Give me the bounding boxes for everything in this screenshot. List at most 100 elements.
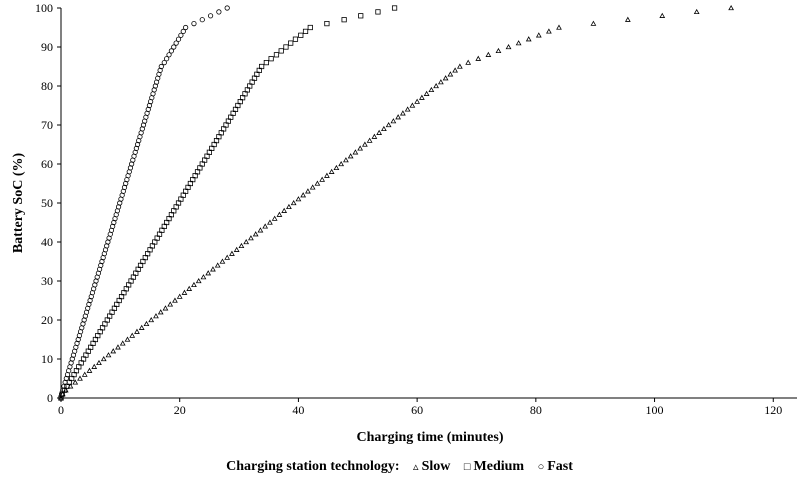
point-triangle	[134, 328, 140, 334]
y-axis-label: Battery SoC (%)	[11, 153, 26, 254]
point-circle	[158, 63, 164, 70]
point-triangle	[535, 32, 542, 38]
point-triangle	[475, 55, 482, 61]
series-layer	[58, 4, 734, 401]
y-tick-label: 60	[41, 157, 53, 171]
y-tick-label: 100	[35, 1, 53, 15]
series-medium	[58, 5, 398, 401]
point-triangle	[210, 266, 216, 272]
point-triangle	[191, 281, 197, 288]
point-triangle	[91, 363, 98, 369]
point-triangle	[659, 12, 666, 18]
point-triangle	[243, 238, 250, 245]
point-triangle	[281, 207, 288, 213]
point-square	[307, 24, 313, 31]
point-triangle	[452, 67, 458, 73]
point-square	[273, 52, 280, 58]
point-circle	[207, 13, 214, 19]
x-tick-label: 100	[646, 403, 664, 417]
point-triangle	[176, 293, 183, 299]
x-axis-label: Charging time (minutes)	[357, 430, 504, 445]
square-marker-icon: □	[463, 461, 471, 473]
point-square	[283, 44, 289, 50]
point-triangle	[271, 215, 278, 221]
point-triangle	[515, 40, 522, 46]
point-triangle	[423, 90, 430, 96]
point-triangle	[186, 285, 193, 291]
point-triangle	[195, 277, 202, 284]
point-square	[288, 40, 294, 46]
point-triangle	[395, 114, 402, 120]
point-circle	[173, 40, 179, 46]
point-triangle	[418, 94, 425, 100]
y-tick-label: 90	[41, 40, 53, 54]
point-triangle	[409, 102, 416, 108]
point-square	[375, 9, 381, 15]
legend-label-fast: Fast	[547, 459, 573, 474]
point-triangle	[181, 289, 188, 295]
point-triangle	[205, 270, 212, 276]
point-square	[268, 56, 274, 62]
point-square	[324, 20, 330, 27]
point-triangle	[248, 235, 254, 241]
point-triangle	[447, 71, 454, 77]
x-tick-label: 120	[764, 403, 782, 417]
point-triangle	[590, 20, 597, 26]
point-triangle	[314, 180, 321, 186]
point-square	[391, 5, 398, 11]
point-circle	[216, 9, 222, 15]
point-triangle	[343, 157, 349, 163]
point-triangle	[105, 352, 112, 358]
point-circle	[191, 20, 197, 27]
point-circle	[175, 36, 182, 42]
axes: 0 20 40 60 80 100 120 0 10 20 30 40 50 60 70 80 90 100	[35, 1, 797, 417]
point-triangle	[96, 359, 102, 366]
point-triangle	[404, 106, 411, 112]
point-triangle	[129, 332, 136, 338]
point-triangle	[100, 355, 107, 362]
point-triangle	[428, 86, 435, 93]
point-triangle	[157, 309, 164, 315]
point-triangle	[148, 316, 155, 323]
y-tick-label: 80	[41, 79, 53, 93]
point-square	[298, 32, 304, 38]
point-triangle	[328, 168, 335, 174]
point-triangle	[153, 313, 159, 319]
series-fast	[58, 5, 230, 401]
legend-item-slow: ▵ Slow	[413, 459, 450, 475]
point-triangle	[456, 63, 463, 69]
point-triangle	[437, 79, 444, 85]
point-triangle	[309, 184, 316, 190]
point-triangle	[81, 371, 88, 377]
point-triangle	[390, 118, 397, 124]
legend: Charging station technology: ▵ Slow □ Medi…	[0, 459, 799, 475]
y-tick-label: 30	[41, 274, 53, 288]
point-triangle	[362, 141, 368, 147]
point-triangle	[290, 199, 297, 206]
point-triangle	[172, 297, 178, 303]
series-slow	[58, 4, 734, 401]
circle-marker-icon: ○	[537, 461, 545, 473]
point-circle	[161, 59, 167, 66]
point-triangle	[505, 43, 512, 50]
x-tick-label: 80	[530, 403, 542, 417]
legend-label-medium: Medium	[473, 459, 525, 474]
point-triangle	[86, 367, 93, 373]
point-triangle	[214, 262, 221, 268]
point-circle	[168, 48, 174, 54]
point-triangle	[229, 250, 235, 256]
y-tick-label: 0	[47, 391, 53, 405]
point-triangle	[238, 242, 245, 249]
point-triangle	[124, 336, 131, 342]
point-triangle	[300, 192, 307, 198]
point-triangle	[442, 75, 449, 81]
point-circle	[166, 52, 172, 58]
point-triangle	[433, 82, 440, 89]
point-triangle	[465, 59, 472, 65]
point-triangle	[728, 4, 734, 11]
legend-title: Charging station technology:	[226, 459, 400, 474]
point-square	[259, 63, 265, 70]
point-triangle	[233, 246, 240, 252]
point-triangle	[267, 219, 273, 225]
point-triangle	[333, 164, 340, 171]
